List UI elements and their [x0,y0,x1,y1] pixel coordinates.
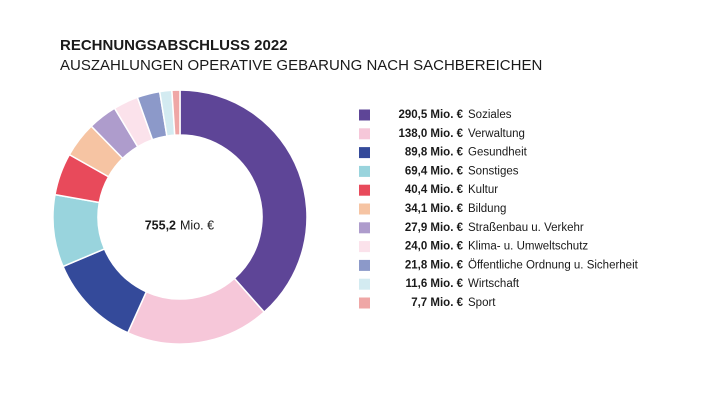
center-value: 755,2 [145,218,176,232]
chart-subtitle: AUSZAHLUNGEN OPERATIVE GEBARUNG NACH SAC… [60,57,542,74]
legend-label: Bildung [468,203,506,215]
legend-swatch [359,109,370,121]
legend-swatch [359,278,370,290]
center-unit: Mio. € [180,218,214,232]
legend-value: 7,7 Mio. € [411,297,463,309]
legend-value: 11,6 Mio. € [405,278,463,290]
legend-swatch [359,241,370,253]
legend-swatch [359,297,370,309]
legend-value: 40,4 Mio. € [405,184,464,196]
legend-value: 89,8 Mio. € [405,147,464,159]
legend-label: Sport [468,297,496,309]
legend-label: Öffentliche Ordnung u. Sicherheit [468,259,639,271]
legend-label: Klima- u. Umweltschutz [468,241,588,253]
legend-value: 290,5 Mio. € [398,109,463,121]
legend-value: 34,1 Mio. € [405,203,464,215]
legend-value: 27,9 Mio. € [405,222,464,234]
legend-swatch [359,259,370,271]
legend-swatch [359,128,370,140]
legend-label: Sonstiges [468,165,519,177]
legend-swatch [359,147,370,159]
legend-swatch [359,203,370,215]
legend-value: 24,0 Mio. € [405,241,464,253]
legend-value: 69,4 Mio. € [405,165,464,177]
legend-label: Wirtschaft [468,278,520,290]
legend-label: Straßenbau u. Verkehr [468,222,584,234]
chart-title: RECHNUNGSABSCHLUSS 2022 [60,37,288,54]
donut-segment [179,89,308,314]
legend-value: 21,8 Mio. € [405,259,464,271]
legend-swatch [359,165,370,177]
legend-value: 138,0 Mio. € [398,128,463,140]
donut-segment [171,89,181,136]
legend-swatch [359,184,370,196]
legend-label: Verwaltung [468,128,525,140]
legend-swatch [359,222,370,234]
legend-label: Soziales [468,109,512,121]
legend-label: Kultur [468,184,498,196]
legend-label: Gesundheit [468,147,528,159]
